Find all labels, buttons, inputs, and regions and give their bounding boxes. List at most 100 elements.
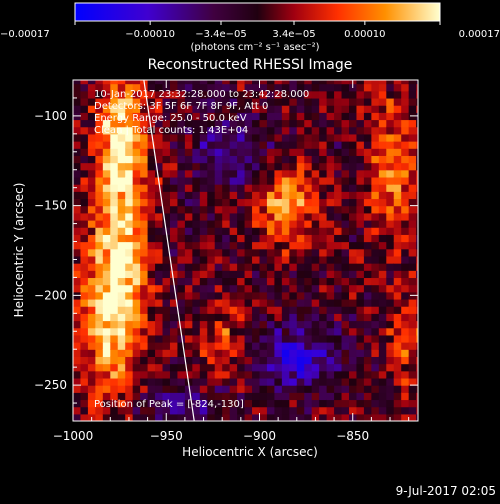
heatmap-cell	[349, 162, 358, 171]
heatmap-cell	[281, 313, 290, 322]
heatmap-cell	[140, 212, 149, 221]
heatmap-cell	[356, 133, 365, 142]
heatmap-cell	[177, 270, 186, 279]
heatmap-cell	[349, 119, 358, 128]
heatmap-cell	[237, 370, 246, 379]
heatmap-cell	[155, 263, 164, 271]
heatmap-cell	[341, 399, 350, 408]
heatmap-cell	[393, 191, 402, 200]
heatmap-cell	[177, 97, 186, 106]
heatmap-cell	[140, 155, 149, 164]
heatmap-cell	[401, 80, 410, 85]
heatmap-cell	[207, 234, 216, 243]
heatmap-cell	[281, 198, 290, 207]
heatmap-cell	[192, 126, 201, 135]
heatmap-cell	[177, 306, 186, 314]
heatmap-cell	[408, 162, 417, 171]
heatmap-cell	[363, 349, 372, 357]
heatmap-cell	[155, 105, 164, 113]
heatmap-cell	[192, 298, 201, 307]
heatmap-cell	[192, 219, 201, 228]
heatmap-cell	[296, 219, 305, 228]
heatmap-cell	[363, 141, 372, 149]
heatmap-cell	[252, 406, 261, 415]
heatmap-cell	[177, 377, 186, 386]
heatmap-cell	[341, 356, 350, 365]
heatmap-cell	[162, 184, 171, 192]
heatmap-cell	[155, 363, 164, 372]
heatmap-cell	[408, 342, 417, 350]
heatmap-cell	[266, 169, 276, 178]
heatmap-cell	[192, 263, 201, 271]
heatmap-cell	[266, 176, 276, 185]
heatmap-cell	[214, 399, 223, 408]
heatmap-cell	[319, 212, 328, 221]
heatmap-cell	[363, 80, 372, 85]
heatmap-cell	[169, 306, 179, 314]
heatmap-cell	[132, 370, 141, 379]
y-axis-ticks: −250−200−150−100	[34, 79, 418, 404]
heatmap-cell	[378, 212, 387, 221]
heatmap-cell	[87, 406, 96, 415]
heatmap-cell	[95, 306, 104, 314]
heatmap-cell	[281, 377, 290, 386]
heatmap-cell	[199, 133, 208, 142]
heatmap-cell	[326, 263, 335, 271]
heatmap-cell	[416, 327, 418, 336]
heatmap-cell	[281, 119, 290, 128]
heatmap-cell	[169, 90, 179, 99]
heatmap-cell	[80, 241, 89, 250]
heatmap-cell	[117, 234, 126, 243]
heatmap-cell	[296, 241, 305, 250]
heatmap-cell	[110, 97, 119, 106]
heatmap-cell	[259, 306, 268, 314]
heatmap-cell	[229, 363, 238, 372]
heatmap-cell	[199, 363, 208, 372]
heatmap-cell	[207, 205, 216, 214]
heatmap-cell	[289, 363, 298, 372]
heatmap-cell	[386, 105, 395, 113]
heatmap-cell	[80, 184, 89, 192]
heatmap-cell	[371, 191, 380, 200]
heatmap-cell	[87, 176, 96, 185]
heatmap-cell	[266, 270, 276, 279]
heatmap-cell	[87, 105, 96, 113]
heatmap-cell	[349, 298, 358, 307]
heatmap-cell	[289, 284, 298, 293]
heatmap-cell	[177, 284, 186, 293]
heatmap-cell	[252, 241, 261, 250]
heatmap-cell	[296, 284, 305, 293]
heatmap-cell	[356, 198, 365, 207]
heatmap-cell	[363, 169, 372, 178]
heatmap-cell	[87, 119, 96, 128]
heatmap-cell	[184, 399, 193, 408]
heatmap-cell	[296, 133, 305, 142]
heatmap-cell	[311, 356, 320, 365]
heatmap-cell	[102, 90, 111, 99]
heatmap-cell	[192, 105, 201, 113]
heatmap-cell	[95, 184, 104, 192]
heatmap-cell	[252, 385, 261, 393]
heatmap-cell	[341, 176, 350, 185]
heatmap-cell	[110, 263, 119, 271]
heatmap-cell	[386, 133, 395, 142]
heatmap-cell	[87, 313, 96, 322]
heatmap-cell	[177, 83, 186, 92]
heatmap-cell	[117, 219, 126, 228]
heatmap-cell	[222, 370, 231, 379]
heatmap-cell	[408, 205, 417, 214]
heatmap-cell	[162, 327, 171, 336]
heatmap-cell	[259, 198, 268, 207]
heatmap-cell	[416, 255, 418, 264]
y-tick-label: −250	[34, 378, 67, 392]
heatmap-cell	[199, 277, 208, 286]
heatmap-cell	[87, 392, 96, 401]
heatmap-cell	[244, 342, 253, 350]
heatmap-cell	[326, 198, 335, 207]
heatmap-cell	[155, 90, 164, 99]
heatmap-cell	[140, 162, 149, 171]
heatmap-cell	[378, 406, 387, 415]
heatmap-cell	[73, 141, 82, 149]
x-axis-ticks: −1000 −950 −900 −850	[53, 80, 410, 443]
heatmap-cell	[132, 241, 141, 250]
